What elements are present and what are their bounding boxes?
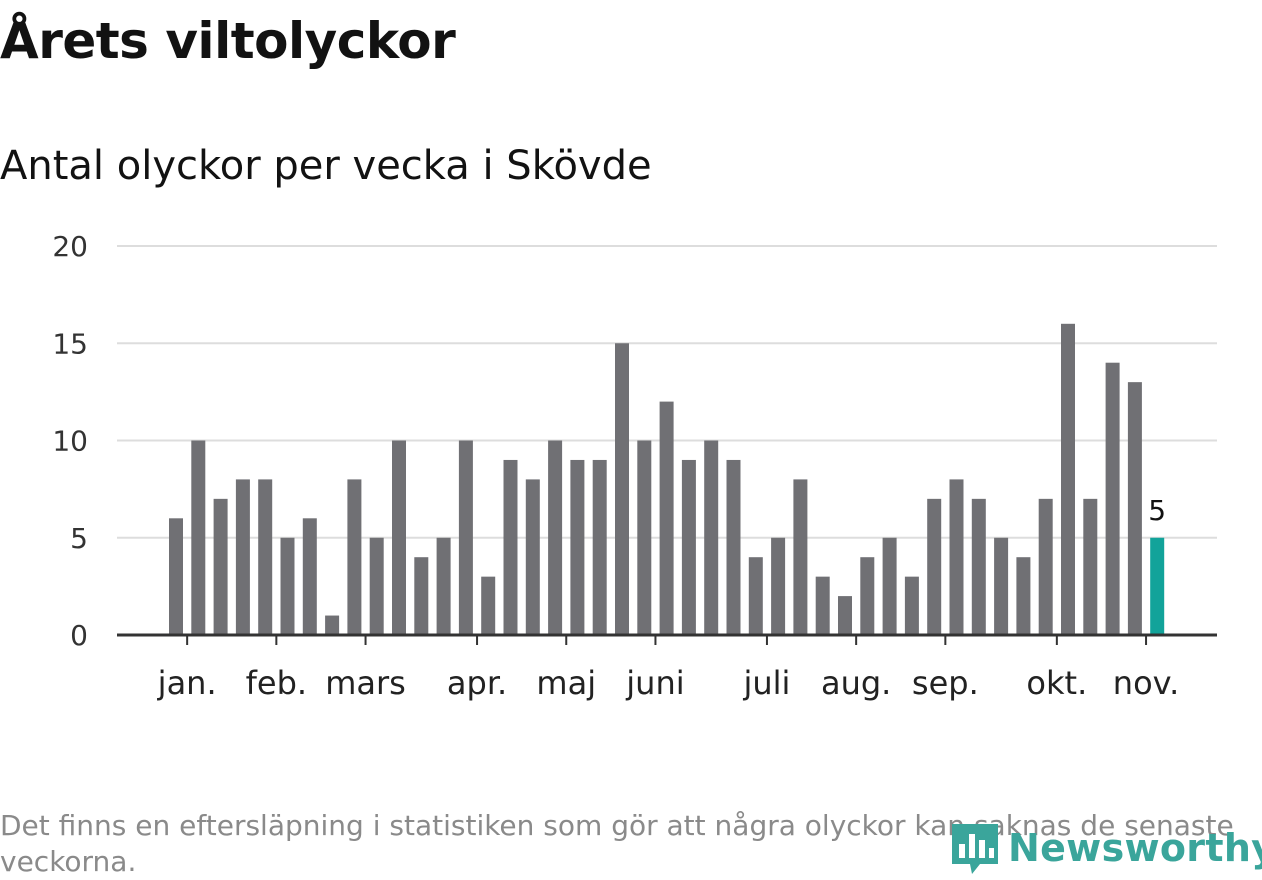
x-tick-label: juni: [625, 664, 684, 702]
bar: [793, 479, 808, 635]
data-labels: 5: [1148, 494, 1166, 527]
bar: [1016, 557, 1031, 635]
bar: [481, 576, 496, 635]
bar: [771, 537, 786, 635]
brand-name: Newsworthy: [1008, 826, 1262, 870]
chart-logo-icon: [952, 824, 998, 874]
x-tick-label: feb.: [246, 664, 307, 702]
bar: [302, 518, 317, 635]
bar: [325, 615, 340, 635]
bar: [838, 596, 852, 635]
bar: [213, 498, 228, 635]
y-tick-label: 10: [52, 425, 88, 458]
chart-title: Årets viltolyckor: [0, 12, 456, 70]
bar: [904, 576, 919, 635]
data-label: 5: [1148, 494, 1166, 527]
x-tick-label: sep.: [912, 664, 979, 702]
bar: [726, 459, 741, 635]
x-axis-ticks: jan. feb. mars apr. maj juni juli aug. sep. okt. n…: [157, 635, 1179, 702]
bar: [1127, 382, 1142, 635]
bars: [169, 323, 1165, 635]
bar: [525, 479, 540, 635]
chart-subtitle: Antal olyckor per vecka i Skövde: [0, 143, 652, 189]
bar: [659, 401, 674, 635]
x-tick-label: okt.: [1026, 664, 1087, 702]
x-tick-label: apr.: [447, 664, 507, 702]
bar: [503, 459, 518, 635]
bar: [458, 440, 473, 635]
bar: [280, 537, 295, 635]
bar-chart: 0 5 10 15 20 jan. feb. mars apr. maj juni juli aug.…: [52, 230, 1217, 702]
bar: [392, 440, 406, 635]
x-tick-label: nov.: [1113, 664, 1179, 702]
y-tick-label: 0: [70, 619, 88, 652]
y-tick-label: 5: [70, 522, 88, 555]
bar: [592, 459, 607, 635]
bar: [1061, 323, 1075, 635]
bar: [949, 479, 964, 635]
bar: [191, 440, 206, 635]
bar: [1038, 498, 1053, 635]
bar: [971, 498, 986, 635]
bar: [1105, 362, 1120, 635]
bar: [882, 537, 897, 635]
y-axis-ticks: 0 5 10 15 20: [52, 230, 88, 652]
bar: [704, 440, 719, 635]
newsworthy-logo: Newsworthy: [950, 820, 1262, 876]
bar: [570, 459, 585, 635]
bar: [860, 557, 875, 635]
bar: [169, 518, 183, 635]
x-tick-label: jan.: [157, 664, 217, 702]
bar: [414, 557, 429, 635]
bar: [637, 440, 652, 635]
bar: [369, 537, 384, 635]
y-tick-label: 20: [52, 230, 88, 263]
bar: [548, 440, 563, 635]
x-tick-label: juli: [742, 664, 790, 702]
bar: [615, 343, 629, 635]
bar: [681, 459, 696, 635]
y-tick-label: 15: [52, 327, 88, 360]
bar: [436, 537, 451, 635]
bar: [235, 479, 250, 635]
x-tick-label: maj: [536, 664, 596, 702]
bar-latest-week: [1150, 537, 1165, 635]
bar: [258, 479, 273, 635]
bar: [748, 557, 763, 635]
bar: [815, 576, 830, 635]
bar: [994, 537, 1009, 635]
bar: [1083, 498, 1098, 635]
bar: [927, 498, 942, 635]
x-tick-label: mars: [325, 664, 406, 702]
x-tick-label: aug.: [821, 664, 891, 702]
footnote: Det finns en eftersläpning i statistiken…: [0, 809, 1234, 878]
bar: [347, 479, 362, 635]
